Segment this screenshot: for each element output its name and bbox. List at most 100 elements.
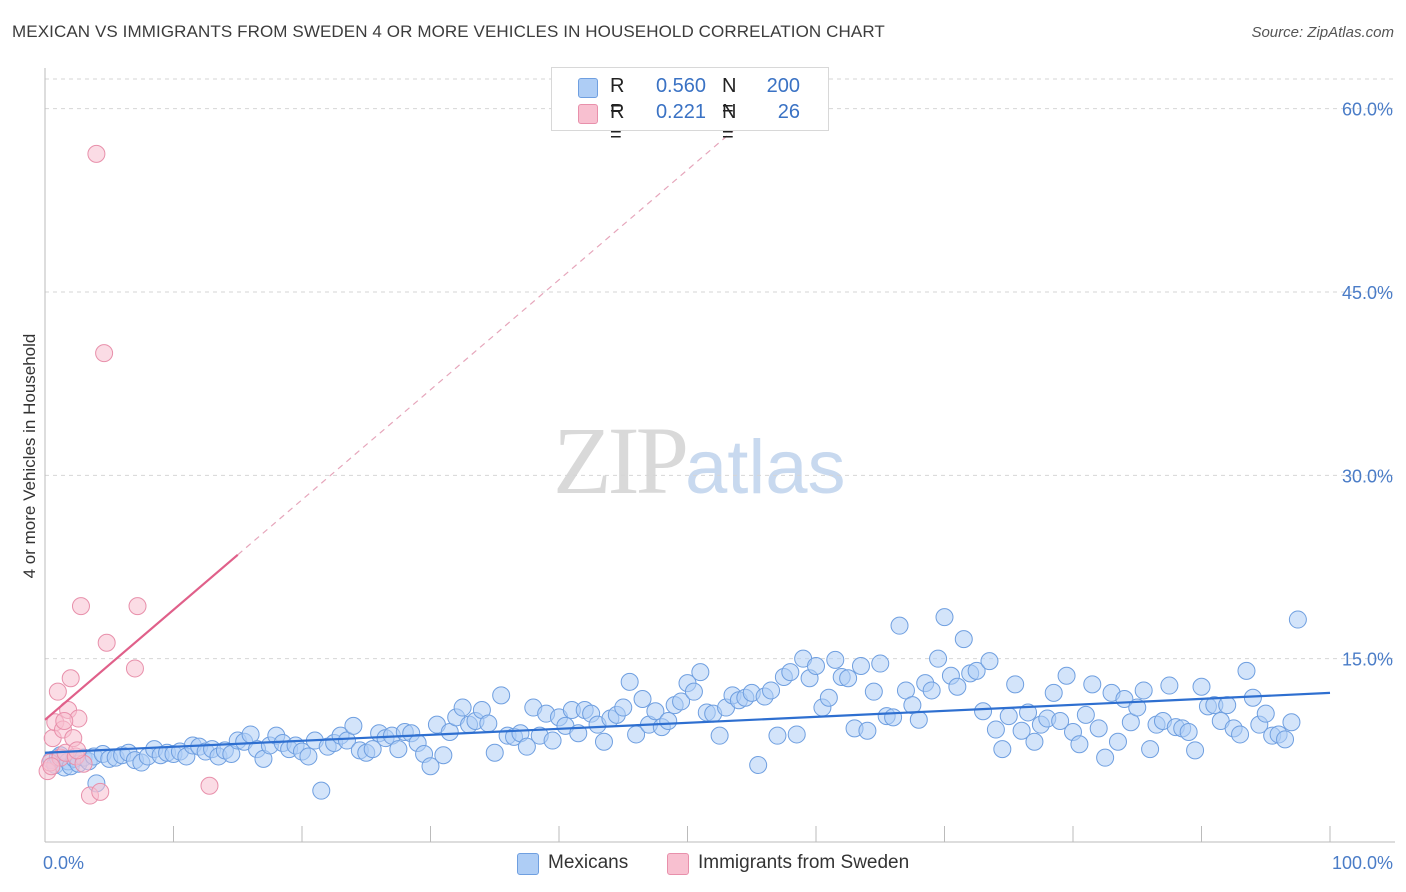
sweden-point [128, 597, 147, 616]
mexicans-point [807, 657, 825, 675]
mexicans-point [1057, 666, 1076, 685]
mexicans-point [517, 737, 536, 756]
mexicans-point [1006, 675, 1025, 694]
sweden-point [71, 597, 90, 616]
n-value: 200 [766, 75, 800, 97]
r-value: 0.221 [655, 101, 706, 123]
sweden-point [200, 776, 219, 795]
mexicans-point [1096, 748, 1115, 767]
trend-lines [44, 114, 1331, 754]
mexicans-point [492, 686, 511, 705]
n-label: N = [722, 101, 737, 146]
mexicans-point [479, 714, 498, 733]
source-label: Source: ZipAtlas.com [1251, 24, 1394, 41]
mexicans-point [1070, 735, 1089, 754]
mexicans-point [1256, 704, 1275, 723]
mexicans-point [434, 746, 453, 765]
mexicans-point [363, 740, 382, 759]
sweden-point [95, 344, 114, 363]
r-label: R = [610, 75, 625, 120]
mexicans-point [684, 682, 703, 701]
mexicans-point [312, 781, 331, 800]
sweden-trend-line [44, 553, 239, 721]
y-tick-label: 30.0% [1342, 466, 1393, 486]
mexicans-point [389, 740, 408, 759]
x-tick-label: 0.0% [43, 853, 84, 873]
y-tick-label: 15.0% [1342, 650, 1393, 670]
mexicans-point [909, 710, 928, 729]
mexicans-point [1134, 681, 1153, 700]
mexicans-point [1237, 661, 1256, 680]
mexicans-point [986, 720, 1005, 739]
y-tick-label: 60.0% [1342, 100, 1393, 120]
axes [44, 68, 1395, 843]
mexicans-point [993, 740, 1012, 759]
mexicans-point [884, 708, 903, 727]
grid-lines [45, 78, 1395, 660]
mexicans-point [1025, 732, 1044, 751]
mexicans-points [42, 608, 1307, 800]
mexicans-point [999, 707, 1018, 726]
mexicans-point [614, 698, 633, 717]
r-label: R = [610, 101, 625, 146]
mexicans-point [1282, 713, 1301, 732]
sweden-legend-label: Immigrants from Sweden [698, 852, 910, 873]
mexicans-point [691, 663, 710, 682]
mexicans-point [594, 732, 613, 751]
sweden-point [48, 682, 67, 701]
mexicans-point [633, 690, 652, 708]
mexicans-point [826, 650, 845, 669]
mexicans-point [851, 657, 870, 675]
mexicans-point [453, 698, 472, 717]
mexicans-point [344, 716, 363, 735]
mexicans-point [620, 672, 639, 691]
mexicans-point [1012, 721, 1031, 740]
sweden-point [97, 633, 116, 652]
mexicans-point [1276, 730, 1295, 749]
sweden-trend-extension [237, 114, 753, 556]
mexicans-point [858, 721, 877, 740]
watermark-atlas: atlas [685, 425, 846, 510]
mexicans-point [839, 669, 858, 688]
sweden-point [42, 757, 61, 776]
mexicans-legend-swatch [517, 853, 539, 875]
mexicans-point [980, 652, 999, 671]
x-tick-label: 100.0% [1332, 853, 1393, 873]
mexicans-legend-label: Mexicans [548, 852, 629, 873]
sweden-point [125, 659, 144, 678]
mexicans-point [787, 725, 806, 744]
mexicans-point [299, 747, 318, 766]
watermark: ZIPatlas [553, 405, 846, 516]
mexicans-point [646, 702, 665, 721]
mexicans-point [781, 663, 800, 682]
mexicans-point [1186, 741, 1205, 760]
mexicans-point [1218, 696, 1237, 715]
y-axis-label: 4 or more Vehicles in Household [20, 334, 39, 579]
mexicans-point [819, 688, 838, 707]
mexicans-point [1160, 676, 1179, 695]
stats-legend: R = 0.560 N = 200 R = 0.221 N = 26 [551, 67, 829, 146]
n-label: N = [722, 75, 737, 120]
n-value: 26 [777, 101, 800, 123]
mexicans-point [543, 731, 562, 750]
sweden-point [61, 669, 80, 688]
mexicans-point [954, 630, 973, 649]
mexicans-point [421, 757, 440, 776]
sweden-point [91, 782, 110, 801]
mexicans-trend-line [44, 691, 1331, 754]
mexicans-point [1044, 683, 1063, 702]
series-legend: Mexicans Immigrants from Sweden [0, 852, 1406, 878]
sweden-legend-swatch [667, 853, 689, 875]
mexicans-point [1141, 740, 1160, 759]
mexicans-point [485, 743, 504, 762]
sweden-point [87, 144, 106, 163]
mexicans-point [890, 616, 909, 635]
mexicans-point [922, 681, 941, 700]
mexicans-point [762, 681, 781, 700]
mexicans-point [935, 608, 954, 627]
chart-title: MEXICAN VS IMMIGRANTS FROM SWEDEN 4 OR M… [12, 22, 885, 41]
mexicans-point [1083, 675, 1102, 694]
mexicans-point [1089, 719, 1108, 738]
r-value: 0.560 [655, 75, 706, 97]
